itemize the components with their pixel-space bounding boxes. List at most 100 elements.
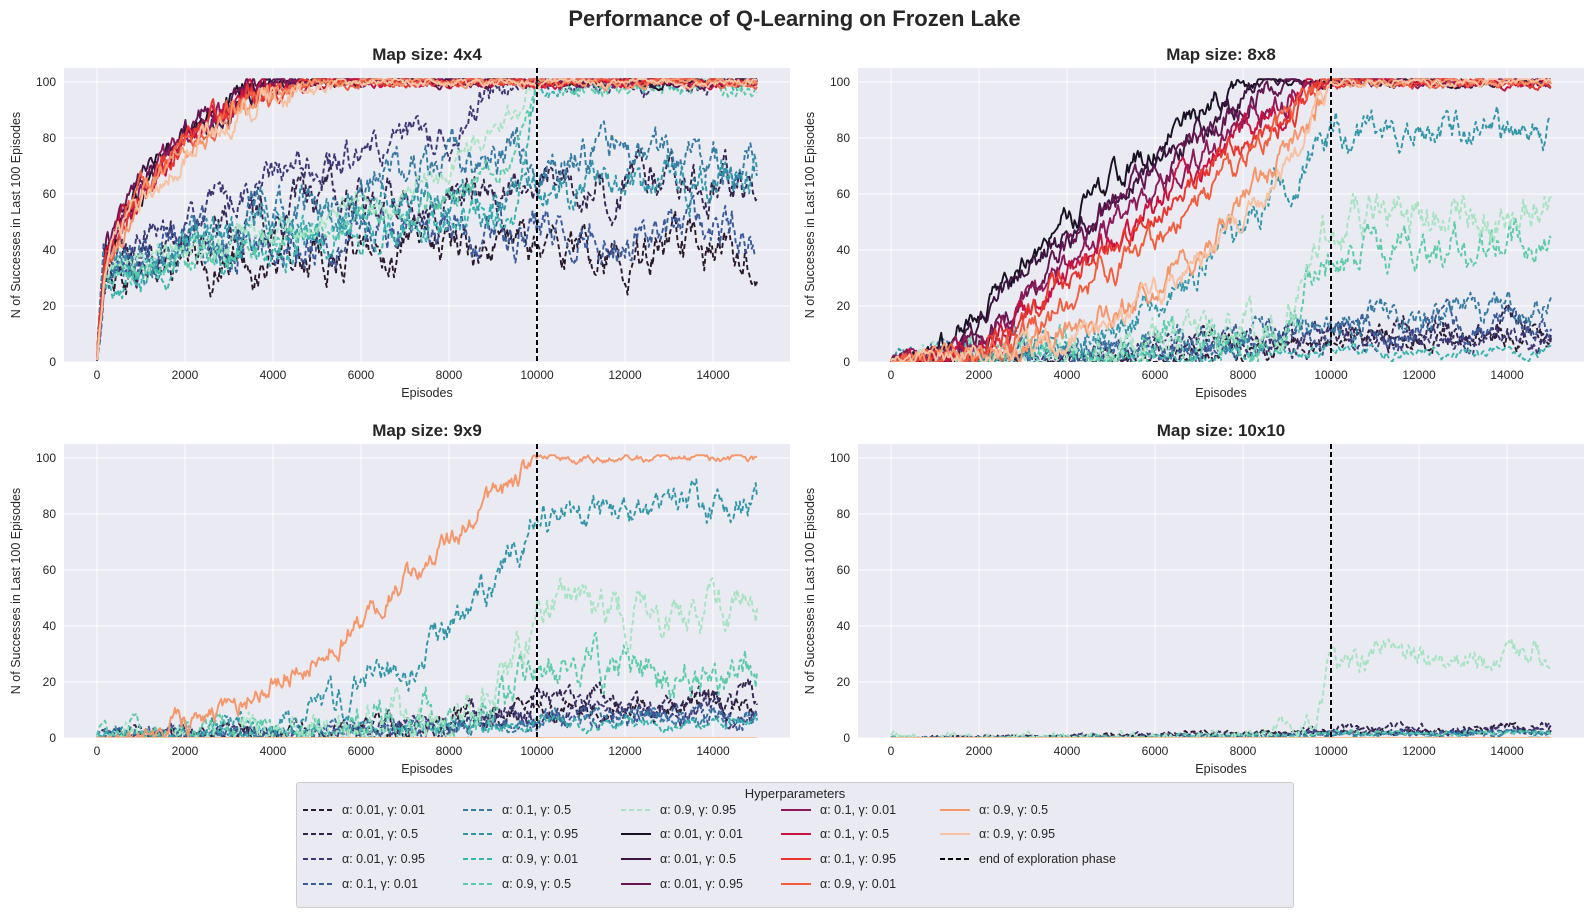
x-tick-label: 10000 bbox=[1314, 368, 1348, 382]
legend-entry: α: 0.9, γ: 0.95 bbox=[619, 800, 736, 820]
x-tick-label: 10000 bbox=[520, 744, 554, 758]
y-tick-label: 80 bbox=[837, 131, 851, 145]
x-tick-label: 2000 bbox=[966, 744, 993, 758]
legend-swatch bbox=[303, 833, 333, 835]
x-tick-label: 2000 bbox=[172, 368, 199, 382]
x-tick-label: 6000 bbox=[1142, 744, 1169, 758]
series-line bbox=[96, 78, 758, 361]
series-line bbox=[890, 78, 1552, 362]
x-tick-label: 6000 bbox=[348, 368, 375, 382]
legend-entry: α: 0.1, γ: 0.01 bbox=[779, 800, 896, 820]
figure-title: Performance of Q-Learning on Frozen Lake bbox=[568, 6, 1021, 31]
legend-label: α: 0.9, γ: 0.95 bbox=[979, 827, 1056, 841]
legend-swatch bbox=[621, 809, 651, 811]
x-tick-label: 0 bbox=[94, 744, 101, 758]
x-tick-label: 10000 bbox=[1314, 744, 1348, 758]
panel-title: Map size: 10x10 bbox=[1157, 421, 1286, 440]
legend-label: end of exploration phase bbox=[979, 852, 1116, 866]
legend-label: α: 0.9, γ: 0.5 bbox=[979, 803, 1049, 817]
legend-swatch bbox=[940, 809, 970, 811]
x-axis-label: Episodes bbox=[1195, 762, 1246, 776]
y-axis-label: N of Successes in Last 100 Episodes bbox=[803, 112, 817, 318]
series-group bbox=[96, 78, 758, 361]
x-tick-label: 0 bbox=[888, 368, 895, 382]
x-tick-label: 12000 bbox=[1402, 368, 1436, 382]
series-line bbox=[96, 478, 758, 738]
y-tick-label: 20 bbox=[43, 299, 57, 313]
y-axis-label: N of Successes in Last 100 Episodes bbox=[9, 488, 23, 694]
x-tick-label: 14000 bbox=[1490, 368, 1524, 382]
legend-entry: α: 0.01, γ: 0.01 bbox=[619, 824, 743, 844]
x-tick-label: 10000 bbox=[520, 368, 554, 382]
plot-background bbox=[64, 444, 790, 738]
x-tick-label: 12000 bbox=[608, 368, 642, 382]
series-line bbox=[96, 454, 758, 738]
y-tick-label: 100 bbox=[36, 75, 56, 89]
y-tick-label: 100 bbox=[830, 75, 850, 89]
y-tick-label: 80 bbox=[837, 507, 851, 521]
legend-label: α: 0.01, γ: 0.01 bbox=[660, 827, 743, 841]
x-tick-label: 0 bbox=[888, 744, 895, 758]
series-line bbox=[890, 728, 1551, 738]
series-line bbox=[96, 148, 758, 361]
x-axis-label: Episodes bbox=[1195, 386, 1246, 400]
x-tick-label: 4000 bbox=[260, 368, 287, 382]
x-tick-label: 4000 bbox=[1054, 368, 1081, 382]
legend-label: α: 0.9, γ: 0.95 bbox=[660, 803, 737, 817]
x-tick-label: 0 bbox=[94, 368, 101, 382]
x-tick-label: 12000 bbox=[1402, 744, 1436, 758]
series-group bbox=[96, 454, 758, 738]
legend-entry: α: 0.01, γ: 0.5 bbox=[619, 849, 736, 869]
legend-label: α: 0.01, γ: 0.01 bbox=[342, 803, 425, 817]
legend-swatch bbox=[940, 858, 970, 860]
series-line bbox=[96, 78, 758, 361]
y-tick-label: 80 bbox=[43, 131, 57, 145]
y-tick-label: 100 bbox=[830, 451, 850, 465]
y-axis-label: N of Successes in Last 100 Episodes bbox=[803, 488, 817, 694]
y-tick-label: 60 bbox=[837, 187, 851, 201]
x-tick-label: 2000 bbox=[966, 368, 993, 382]
y-tick-label: 40 bbox=[43, 243, 57, 257]
legend-entry: α: 0.1, γ: 0.5 bbox=[779, 824, 889, 844]
legend-label: α: 0.1, γ: 0.01 bbox=[820, 803, 897, 817]
x-tick-label: 6000 bbox=[1142, 368, 1169, 382]
y-tick-label: 60 bbox=[837, 563, 851, 577]
panel-title: Map size: 4x4 bbox=[372, 45, 482, 64]
y-tick-label: 80 bbox=[43, 507, 57, 521]
legend-swatch bbox=[463, 833, 493, 835]
series-line bbox=[96, 194, 758, 361]
legend-label: α: 0.01, γ: 0.95 bbox=[342, 852, 425, 866]
legend-entry: α: 0.9, γ: 0.95 bbox=[938, 824, 1055, 844]
x-tick-label: 14000 bbox=[696, 744, 730, 758]
legend-entry: end of exploration phase bbox=[938, 849, 1116, 869]
legend-entry: α: 0.9, γ: 0.01 bbox=[461, 849, 578, 869]
y-tick-label: 100 bbox=[36, 451, 56, 465]
x-tick-label: 8000 bbox=[436, 744, 463, 758]
x-tick-label: 6000 bbox=[348, 744, 375, 758]
legend-entry: α: 0.1, γ: 0.95 bbox=[461, 824, 578, 844]
chart-panel-1: 0 2000 4000 6000 8000 10000 12000 14000 0 20 40 60 8… bbox=[9, 45, 790, 400]
x-tick-label: 4000 bbox=[260, 744, 287, 758]
legend-entry: α: 0.9, γ: 0.01 bbox=[779, 874, 896, 894]
legend-label: α: 0.9, γ: 0.01 bbox=[502, 852, 579, 866]
x-tick-label: 8000 bbox=[1230, 368, 1257, 382]
x-tick-label: 14000 bbox=[696, 368, 730, 382]
y-tick-label: 40 bbox=[837, 243, 851, 257]
series-line bbox=[96, 78, 758, 361]
y-tick-label: 40 bbox=[837, 619, 851, 633]
legend-entry: α: 0.01, γ: 0.95 bbox=[619, 874, 743, 894]
legend-swatch bbox=[303, 858, 333, 860]
x-axis-label: Episodes bbox=[401, 762, 452, 776]
plot-background bbox=[858, 444, 1584, 738]
legend-entry: α: 0.9, γ: 0.5 bbox=[461, 874, 571, 894]
legend-swatch bbox=[621, 833, 651, 835]
panel-title: Map size: 8x8 bbox=[1166, 45, 1276, 64]
legend-entry: α: 0.1, γ: 0.01 bbox=[301, 874, 418, 894]
y-tick-label: 20 bbox=[837, 675, 851, 689]
legend-swatch bbox=[781, 809, 811, 811]
y-tick-label: 20 bbox=[837, 299, 851, 313]
y-tick-label: 0 bbox=[843, 355, 850, 369]
legend-label: α: 0.1, γ: 0.95 bbox=[820, 852, 897, 866]
series-line bbox=[891, 193, 1552, 362]
